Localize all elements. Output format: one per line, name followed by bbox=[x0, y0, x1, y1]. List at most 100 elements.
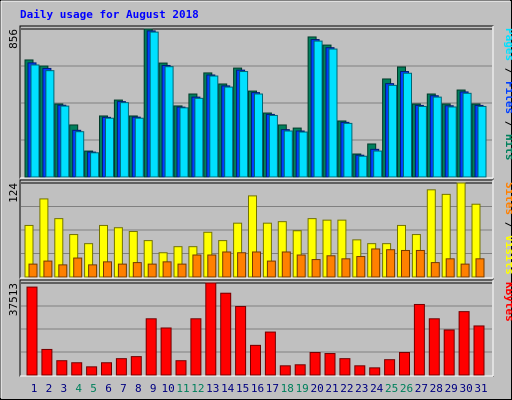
x-tick-label: 19 bbox=[296, 382, 309, 395]
x-tick-label: 2 bbox=[46, 382, 53, 395]
bar bbox=[119, 102, 129, 178]
legend-separator: / bbox=[503, 215, 512, 235]
bar bbox=[294, 364, 306, 376]
x-tick-label: 7 bbox=[120, 382, 127, 395]
bar bbox=[75, 131, 85, 178]
bar bbox=[311, 259, 321, 278]
bar bbox=[73, 257, 83, 278]
bar bbox=[224, 86, 234, 178]
bar bbox=[313, 40, 323, 178]
x-tick-label: 4 bbox=[75, 382, 82, 395]
bar bbox=[179, 107, 189, 178]
bar bbox=[369, 367, 381, 376]
x-tick-label: 9 bbox=[150, 382, 157, 395]
legend-separator: / bbox=[503, 61, 512, 81]
x-tick-label: 23 bbox=[355, 382, 368, 395]
bar bbox=[283, 130, 293, 178]
bar bbox=[207, 254, 217, 278]
bar bbox=[130, 356, 142, 376]
legend: KBytes bbox=[503, 282, 512, 322]
bar bbox=[358, 155, 368, 178]
bar bbox=[428, 318, 440, 376]
bar bbox=[41, 348, 53, 376]
bar bbox=[326, 255, 336, 278]
x-tick-label: 17 bbox=[266, 382, 279, 395]
bar bbox=[279, 365, 291, 376]
x-tick-label: 8 bbox=[135, 382, 142, 395]
bar bbox=[162, 261, 172, 278]
bar bbox=[458, 311, 470, 376]
legend: Sites / Visits bbox=[503, 182, 512, 275]
y-tick-label: 856 bbox=[7, 29, 20, 49]
bar bbox=[250, 344, 261, 376]
bar bbox=[209, 75, 219, 178]
bar bbox=[192, 254, 202, 278]
bar bbox=[90, 152, 100, 178]
legend-entry: Sites bbox=[503, 182, 512, 215]
bar bbox=[160, 327, 172, 376]
bar bbox=[254, 93, 263, 178]
bar bbox=[132, 262, 142, 278]
bar bbox=[252, 251, 261, 278]
x-tick-label: 15 bbox=[236, 382, 249, 395]
bar bbox=[26, 286, 38, 376]
bar bbox=[447, 106, 457, 178]
x-tick-label: 25 bbox=[385, 382, 398, 395]
bar bbox=[164, 66, 174, 178]
bar bbox=[456, 182, 466, 278]
bar bbox=[296, 254, 306, 278]
bar bbox=[177, 263, 187, 278]
bar bbox=[105, 117, 114, 178]
bar bbox=[281, 251, 291, 278]
x-tick-label: 31 bbox=[474, 382, 487, 395]
legend-entry: Pages bbox=[503, 28, 512, 61]
bar bbox=[328, 48, 338, 178]
x-tick-label: 5 bbox=[90, 382, 97, 395]
bar bbox=[268, 114, 278, 178]
x-tick-label: 29 bbox=[445, 382, 458, 395]
bar bbox=[417, 105, 427, 178]
bar bbox=[43, 260, 53, 278]
bar bbox=[149, 31, 159, 178]
y-tick-label: 124 bbox=[7, 183, 20, 203]
bar bbox=[475, 258, 485, 278]
bar bbox=[371, 248, 381, 278]
bar bbox=[58, 264, 68, 278]
bar bbox=[45, 70, 55, 178]
bar bbox=[324, 353, 336, 376]
bar bbox=[86, 366, 98, 376]
bar bbox=[147, 263, 157, 278]
bar bbox=[237, 252, 247, 278]
bar bbox=[266, 260, 276, 278]
x-tick-label: 30 bbox=[459, 382, 472, 395]
y-tick-label: 37513 bbox=[7, 283, 20, 316]
bar bbox=[415, 249, 425, 278]
bar bbox=[443, 329, 455, 376]
x-tick-label: 20 bbox=[310, 382, 323, 395]
bar bbox=[194, 97, 204, 178]
bar bbox=[432, 96, 442, 178]
bar bbox=[220, 292, 232, 376]
bar bbox=[28, 263, 38, 278]
legend-entry: Visits bbox=[503, 235, 512, 275]
bar bbox=[445, 258, 455, 278]
bar bbox=[60, 105, 70, 178]
bar bbox=[264, 331, 276, 376]
bar bbox=[413, 303, 425, 376]
bar bbox=[460, 263, 470, 278]
x-tick-label: 28 bbox=[430, 382, 443, 395]
x-tick-label: 11 bbox=[176, 382, 189, 395]
bar bbox=[462, 92, 472, 178]
chart-title: Daily usage for August 2018 bbox=[20, 8, 199, 21]
x-tick-label: 22 bbox=[340, 382, 353, 395]
bar bbox=[388, 84, 398, 178]
x-tick-label: 1 bbox=[31, 382, 38, 395]
legend-entry: KBytes bbox=[503, 282, 512, 322]
x-tick-label: 26 bbox=[400, 382, 413, 395]
bar bbox=[71, 362, 83, 376]
bar bbox=[403, 72, 412, 178]
bar bbox=[56, 360, 68, 376]
legend-entry: Hits bbox=[503, 134, 512, 161]
bar bbox=[309, 352, 321, 376]
